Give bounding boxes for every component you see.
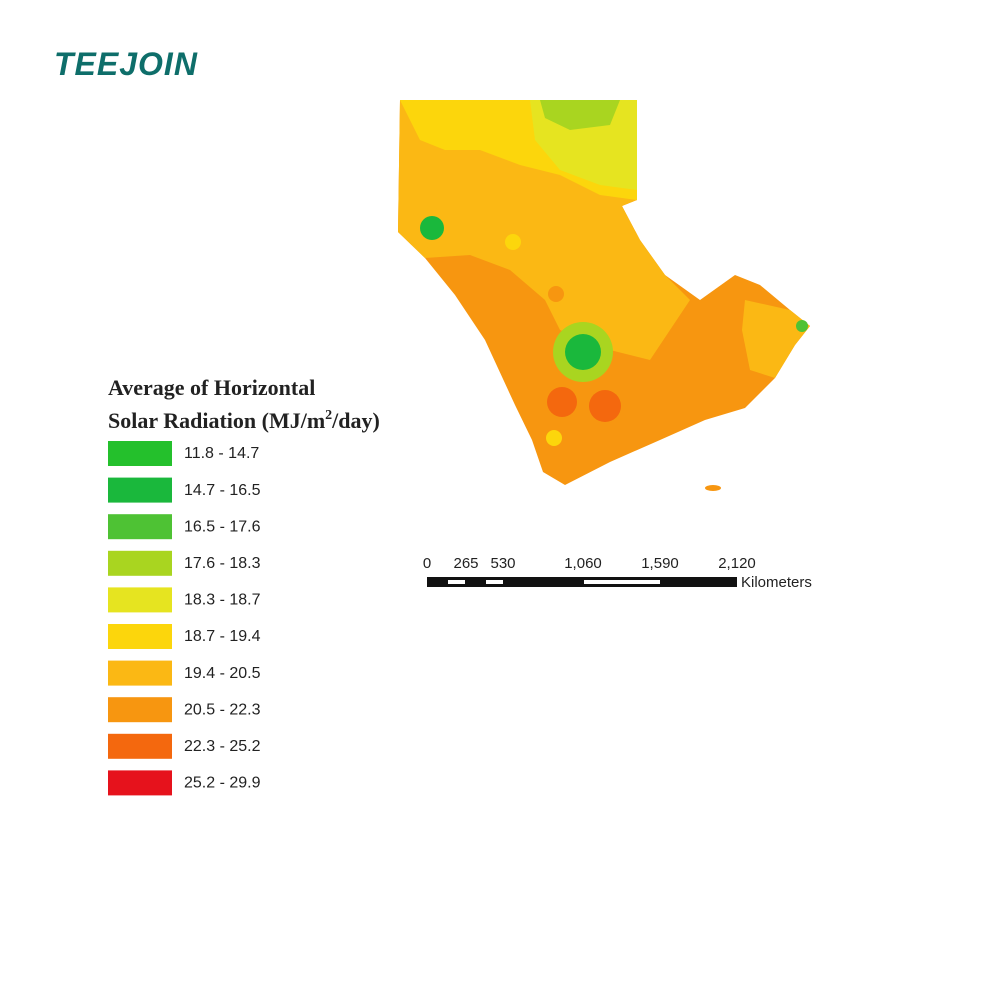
legend-swatch (108, 587, 172, 613)
legend-label: 18.3 - 18.7 (184, 592, 261, 609)
scale-tick-label: 2,120 (718, 555, 756, 572)
legend-swatch (108, 624, 172, 649)
scale-bar-segment (584, 580, 660, 584)
legend-swatch (108, 733, 172, 759)
legend-swatch (108, 477, 172, 503)
region-east-light (742, 300, 810, 378)
spot (505, 234, 521, 250)
map (398, 100, 810, 491)
scale-unit: Kilometers (741, 574, 812, 591)
scale-tick-label: 1,590 (641, 555, 679, 572)
island (705, 485, 721, 491)
scale-tick-label: 1,060 (564, 555, 602, 572)
legend-label: 20.5 - 22.3 (184, 701, 261, 718)
scale-tick-label: 530 (490, 555, 515, 572)
legend-swatch (108, 550, 172, 576)
legend-swatch (108, 660, 172, 686)
legend-swatch (108, 441, 172, 466)
scale-bar-frame (427, 577, 737, 587)
legend-swatch (108, 514, 172, 540)
legend-label: 16.5 - 17.6 (184, 518, 261, 535)
region-green-top (540, 100, 620, 130)
scale-bar-segment (486, 580, 503, 584)
spot (796, 320, 808, 332)
legend-title-part: /day) (331, 408, 380, 433)
spot (565, 334, 601, 370)
logo: TEEJOIN (54, 46, 198, 82)
legend-label: 17.6 - 18.3 (184, 555, 261, 572)
legend-swatch (108, 697, 172, 723)
spot (589, 390, 621, 422)
legend-title-part: Solar Radiation (MJ/m (108, 408, 325, 433)
legend-label: 22.3 - 25.2 (184, 738, 261, 755)
legend-title: Average of Horizontal (108, 375, 315, 400)
spot (547, 387, 577, 417)
scale-bar-segment (448, 580, 465, 584)
legend-title: Solar Radiation (MJ/m2/day) (108, 408, 380, 433)
spot (548, 286, 564, 302)
legend-swatch (108, 770, 172, 796)
legend-title-sup: 2 (325, 408, 332, 423)
legend-label: 14.7 - 16.5 (184, 482, 261, 499)
legend-label: 18.7 - 19.4 (184, 628, 261, 645)
spot (420, 216, 444, 240)
scale-bar (427, 577, 737, 587)
spot (546, 430, 562, 446)
legend-label: 25.2 - 29.9 (184, 775, 261, 792)
legend-label: 11.8 - 14.7 (184, 445, 259, 462)
scale-tick-label: 0 (423, 555, 431, 572)
legend-label: 19.4 - 20.5 (184, 665, 261, 682)
scale-tick-label: 265 (453, 555, 478, 572)
